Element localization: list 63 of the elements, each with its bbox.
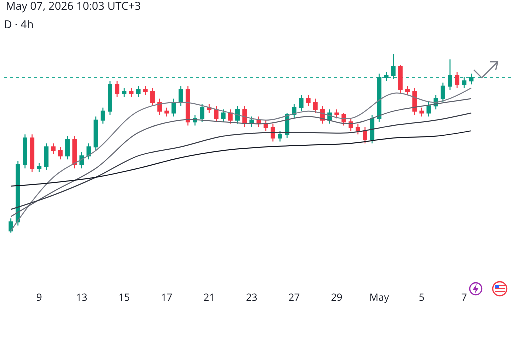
candlestick xyxy=(384,72,389,82)
x-tick-label: 13 xyxy=(76,290,88,304)
candlestick xyxy=(406,86,410,96)
candlestick xyxy=(306,94,311,107)
candlestick xyxy=(426,102,432,118)
candlestick xyxy=(100,107,106,124)
candlestick xyxy=(278,130,282,142)
candlestick xyxy=(420,107,424,118)
candlestick xyxy=(23,134,28,170)
candlestick xyxy=(462,77,467,89)
x-tick-label: 23 xyxy=(246,290,258,304)
candlestick xyxy=(221,109,226,123)
candlestick xyxy=(299,94,304,112)
candlestick xyxy=(469,73,474,86)
candlestick xyxy=(30,134,35,173)
candlestick xyxy=(313,98,318,114)
candlestick xyxy=(356,123,360,136)
candlestick xyxy=(228,109,233,124)
candlestick xyxy=(200,104,205,123)
candlestick xyxy=(377,73,382,123)
candlestick xyxy=(136,86,141,98)
x-tick-label: 29 xyxy=(331,290,343,304)
candlestick xyxy=(143,86,148,96)
candlestick xyxy=(164,107,170,118)
candlestick xyxy=(80,152,84,170)
candlestick xyxy=(448,59,452,90)
candlestick xyxy=(236,106,240,124)
candlestick xyxy=(44,143,49,171)
candlestick xyxy=(58,146,63,160)
candlestick xyxy=(8,218,14,234)
x-tick-label: 17 xyxy=(161,290,173,304)
candlestick xyxy=(115,80,120,98)
candlestick xyxy=(129,88,134,98)
candlestick xyxy=(391,54,396,80)
candlestick xyxy=(150,88,155,107)
candlestick xyxy=(94,116,98,152)
x-tick-label: 9 xyxy=(36,290,43,304)
candlestick xyxy=(334,109,340,120)
candlestick xyxy=(370,114,375,144)
text: May 07, 2026 10:03 UTC+3 xyxy=(6,0,142,14)
x-tick-label: 7 xyxy=(462,290,468,304)
candlestick xyxy=(440,82,446,103)
candlestick xyxy=(122,88,127,98)
chart-title: D · 4h xyxy=(4,18,34,33)
x-tick-label: May xyxy=(370,290,390,304)
candlestick xyxy=(178,86,184,107)
candlestick xyxy=(455,72,460,89)
candlestick xyxy=(66,136,70,160)
x-tick-label: 27 xyxy=(288,290,300,304)
candlestick xyxy=(186,86,190,126)
x-tick-label: 5 xyxy=(419,290,426,304)
candlestick xyxy=(37,162,42,173)
candlestick xyxy=(270,123,276,142)
x-tick-label: 21 xyxy=(204,290,216,304)
candlestick xyxy=(72,136,78,170)
candlestick xyxy=(412,88,418,116)
candlestick xyxy=(158,98,162,116)
x-tick-label: 15 xyxy=(118,290,130,304)
candlestick xyxy=(108,80,112,116)
candlestick xyxy=(363,127,368,144)
candlestick xyxy=(16,160,20,226)
candlestick xyxy=(398,64,403,94)
candlestick xyxy=(51,143,56,155)
